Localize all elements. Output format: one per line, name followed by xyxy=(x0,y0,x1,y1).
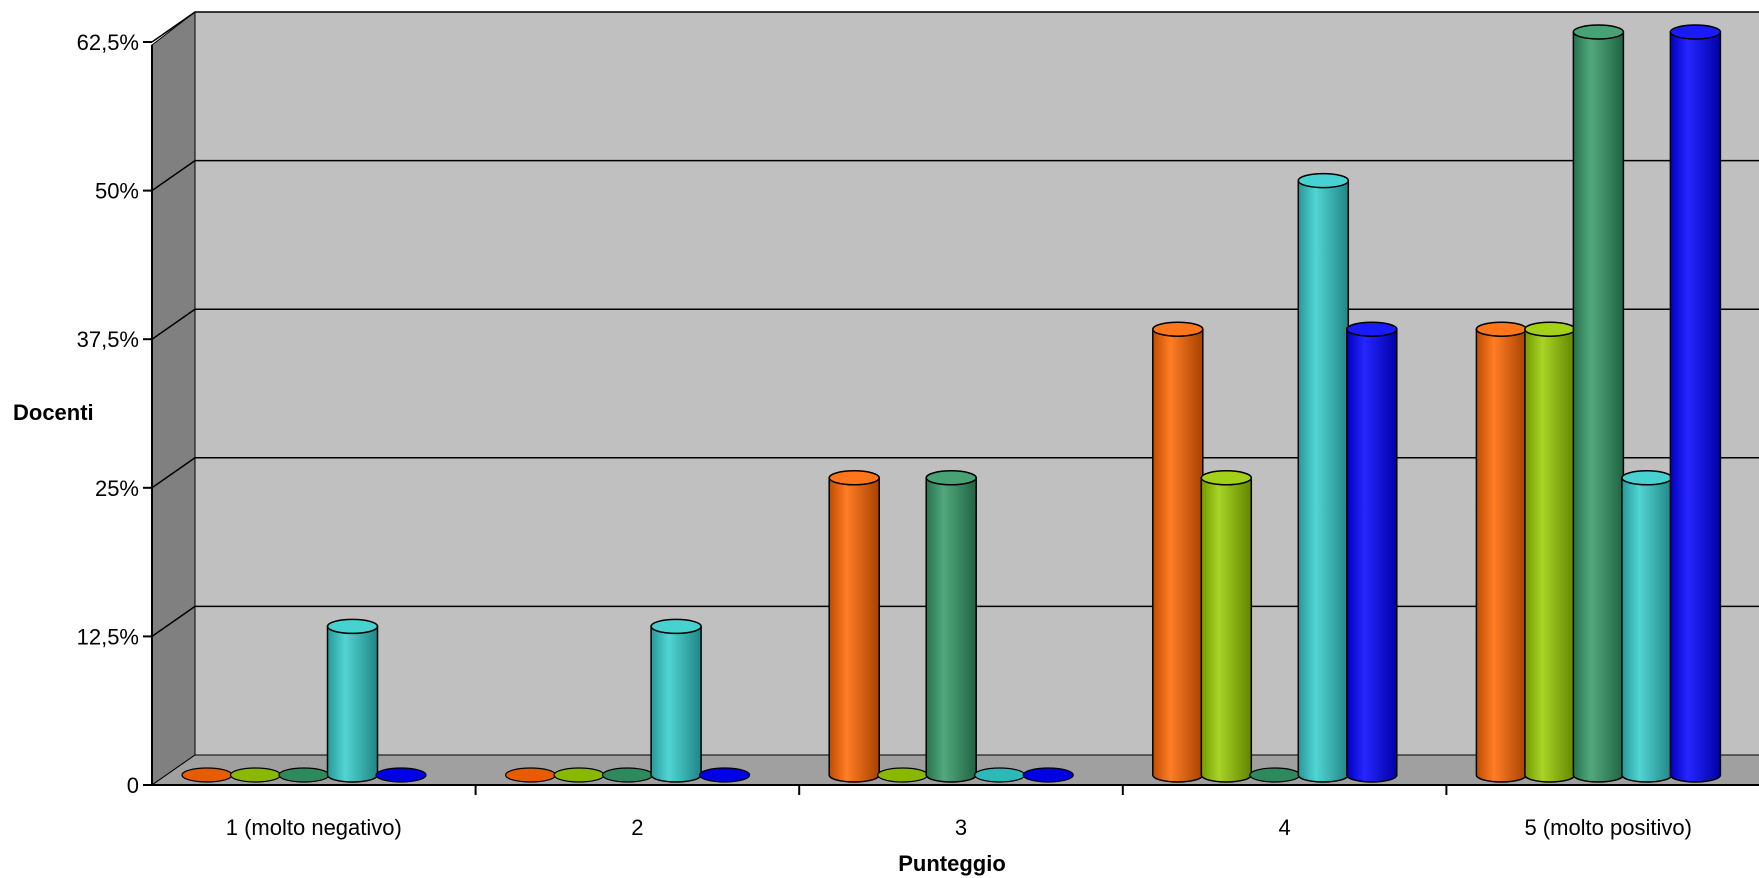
x-tick-label: 3 xyxy=(955,815,967,840)
x-axis-title: Punteggio xyxy=(898,851,1006,876)
bar xyxy=(504,767,557,783)
bar xyxy=(1200,470,1253,783)
bar xyxy=(877,767,929,783)
bar-cap xyxy=(1572,24,1625,40)
bar xyxy=(650,618,702,783)
bar xyxy=(601,767,654,783)
gridline-side xyxy=(151,159,196,192)
gridline-side xyxy=(151,457,196,489)
bar-body xyxy=(1297,179,1350,783)
bar-cap xyxy=(1152,321,1204,337)
x-tick-label: 1 (molto negativo) xyxy=(226,815,402,840)
bar-body xyxy=(1346,328,1398,783)
bar-cap xyxy=(1022,767,1074,783)
x-tick-label: 2 xyxy=(631,815,643,840)
bar-cap xyxy=(974,767,1026,783)
bar xyxy=(1346,321,1398,783)
bar-cap xyxy=(601,767,654,783)
bar xyxy=(1572,24,1625,783)
bar-cap xyxy=(698,767,751,783)
bar xyxy=(326,618,379,783)
axes xyxy=(143,41,1759,795)
bar xyxy=(278,767,330,783)
bar-body xyxy=(1621,477,1673,783)
bars xyxy=(181,24,1722,783)
bar xyxy=(181,767,233,783)
y-tick-labels: 0 12,5% 25% 37,5% 50% 62,5% xyxy=(77,30,139,798)
bar xyxy=(828,470,880,783)
gridline-side xyxy=(151,605,196,638)
bar-cap xyxy=(1621,470,1673,486)
bar-body xyxy=(1572,31,1625,783)
x-tick-label: 5 (molto positivo) xyxy=(1524,815,1692,840)
bar-cap xyxy=(1346,321,1398,337)
bar-body xyxy=(1475,328,1528,783)
bar-cap xyxy=(1524,321,1576,337)
y-tick-label: 50% xyxy=(95,179,139,204)
bar-cap xyxy=(650,618,702,635)
x-tick-labels: 1 (molto negativo) 2 3 4 5 (molto positivo) xyxy=(226,815,1692,840)
y-tick-label: 25% xyxy=(95,476,139,501)
bar-cap xyxy=(278,767,330,783)
bar xyxy=(553,767,605,783)
bar-body xyxy=(925,477,977,783)
side-wall xyxy=(151,10,196,786)
bar-cap xyxy=(229,767,282,783)
bar xyxy=(1669,24,1722,783)
gridline-side xyxy=(151,11,196,43)
bar-cap xyxy=(877,767,929,783)
bar xyxy=(925,470,977,783)
bar xyxy=(1249,767,1301,783)
bar xyxy=(1621,470,1673,783)
bar-body xyxy=(1669,31,1722,783)
bar xyxy=(974,767,1026,783)
bar-body xyxy=(1200,477,1253,783)
bar xyxy=(698,767,751,783)
bar-cap xyxy=(553,767,605,783)
y-tick-label: 12,5% xyxy=(77,624,139,649)
bar-body xyxy=(1524,328,1576,783)
bar-cap xyxy=(375,767,427,783)
y-tick-label: 37,5% xyxy=(77,327,139,352)
bar-body xyxy=(326,625,379,783)
y-axis-title: Docenti xyxy=(13,400,94,425)
bar xyxy=(1524,321,1576,783)
bar-cap xyxy=(1297,172,1350,189)
bar xyxy=(1152,321,1204,783)
y-tick-label: 62,5% xyxy=(77,30,139,55)
gridline-side xyxy=(151,308,196,340)
bar-body xyxy=(650,625,702,783)
bar-cap xyxy=(1475,321,1528,337)
bar-cap xyxy=(1200,470,1253,486)
bar xyxy=(375,767,427,783)
bar-body xyxy=(828,477,880,783)
bar xyxy=(1475,321,1528,783)
bar-cap xyxy=(504,767,557,783)
bar-cap xyxy=(925,470,977,486)
bar-cap xyxy=(1669,24,1722,40)
bar-cap xyxy=(326,618,379,635)
bar xyxy=(1297,172,1350,783)
bar xyxy=(229,767,282,783)
bar-cap xyxy=(1249,767,1301,783)
bar-cap xyxy=(828,470,880,486)
x-tick-label: 4 xyxy=(1278,815,1290,840)
bar-body xyxy=(1152,328,1204,783)
y-tick-label: 0 xyxy=(127,773,139,798)
bar xyxy=(1022,767,1074,783)
bar-cap xyxy=(181,767,233,783)
